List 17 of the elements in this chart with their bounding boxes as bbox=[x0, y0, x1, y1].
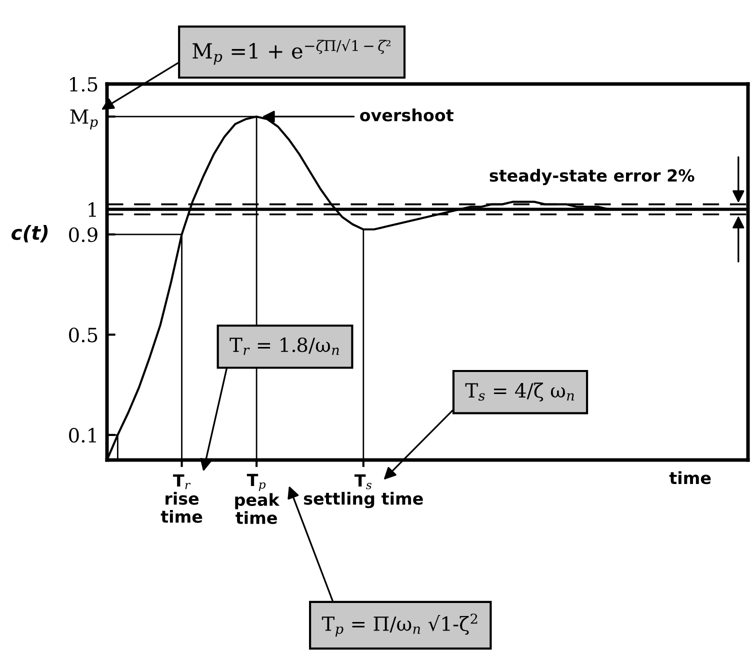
y-tick-label: M$_{p}$ bbox=[70, 109, 98, 130]
text: M$_{p}$ =1 + e$^{−ζΠ/√1−ζ²}$ bbox=[192, 39, 390, 65]
y-tick-label: 1 bbox=[88, 202, 96, 217]
x-axis-title: time bbox=[669, 471, 711, 484]
text: T$_{p}$ = Π/ω$_{n}$ √1-ζ$^{2}$ bbox=[322, 614, 478, 637]
x-tick-label: T$_{p}$ peak time bbox=[235, 474, 280, 524]
annotation: steady-state error 2% bbox=[490, 168, 694, 186]
annotation: T$_{r}$ = 1.8/ω$_{n}$ bbox=[230, 337, 339, 355]
y-axis-title: c(t) bbox=[12, 225, 48, 242]
x-tick-label: T$_{r}$ rise time bbox=[160, 474, 202, 523]
y-tick-label: 0.5 bbox=[69, 328, 98, 342]
y-tick-label: 0.1 bbox=[69, 428, 96, 443]
x-tick-label: T$_{s}$ settling time bbox=[304, 474, 423, 508]
y-tick-label: 0.9 bbox=[69, 227, 98, 242]
annotation: overshoot bbox=[360, 108, 454, 122]
y-tick-label: 1.5 bbox=[70, 76, 98, 92]
annotation: T$_{s}$ = 4/ζ ω$_{n}$ bbox=[465, 382, 574, 402]
